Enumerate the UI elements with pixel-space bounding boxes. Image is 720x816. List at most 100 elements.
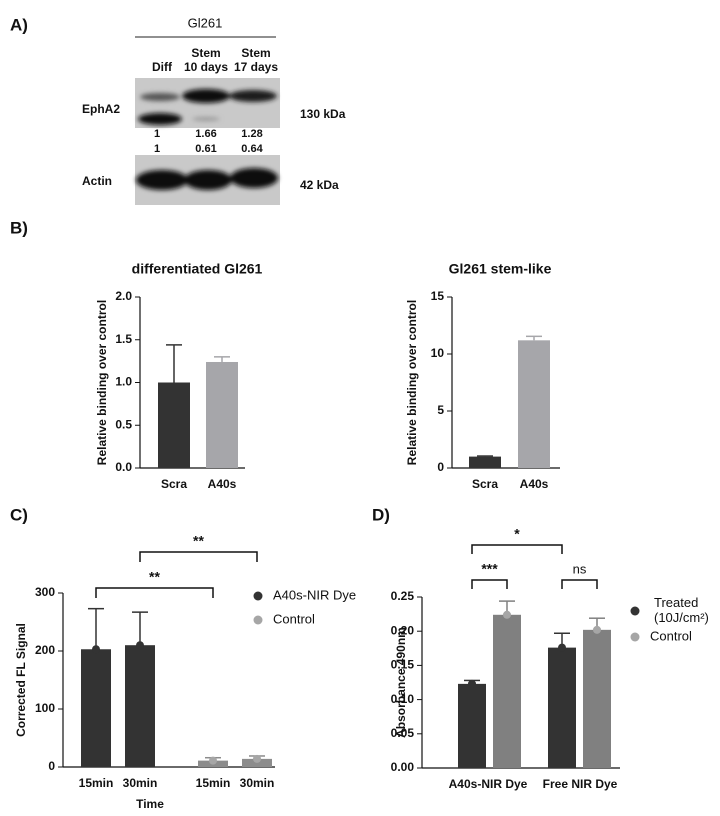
panel-label: A) (10, 15, 28, 34)
chart: 0 100 200 300 Corrected FL Signal Time 15min 30… (14, 533, 356, 811)
x-tick-label: A40s-NIR Dye (449, 777, 528, 791)
lane-label: Stem (191, 46, 220, 60)
panel-label: C) (10, 505, 28, 524)
quant-value: 0.61 (195, 143, 216, 155)
data-point (209, 756, 217, 765)
legend-label: Control (650, 628, 692, 643)
y-tick-label: 0.25 (391, 589, 415, 603)
bar (242, 758, 272, 767)
significance-label: *** (481, 561, 498, 577)
y-axis-label: Absorbance 490nm (394, 627, 408, 738)
y-tick-label: 1.5 (115, 332, 132, 346)
significance-bracket (95, 587, 214, 598)
bar (125, 645, 155, 767)
lane-label: Stem (241, 46, 270, 60)
significance-label: ns (573, 561, 587, 576)
quant-value: 0.64 (241, 143, 263, 155)
panel-label: B) (10, 218, 28, 237)
lane-label: Diff (152, 60, 173, 74)
chart: 0 5 10 15 Gl261 stem-like Relative binding ov… (405, 261, 560, 491)
y-tick-label: 1.0 (115, 375, 132, 389)
bar (548, 647, 576, 768)
legend-label: Treated (10J/cm²) (654, 595, 709, 625)
bar (493, 614, 521, 768)
legend-label: Control (273, 611, 315, 626)
y-tick-label: 0.05 (391, 726, 415, 740)
data-point (92, 645, 100, 654)
data-point (136, 641, 144, 650)
y-tick-label: 0.5 (115, 417, 132, 431)
y-tick-label: 0.10 (391, 692, 415, 706)
y-tick-label: 0.15 (391, 658, 415, 672)
bands (138, 89, 277, 125)
chart: 0.00 0.05 0.10 0.15 0.20 0.25 Absorbance 490nm… (391, 526, 709, 791)
legend-line: Treated (654, 595, 698, 610)
bar (158, 382, 190, 468)
data-point (558, 643, 566, 652)
significance-label: ** (193, 533, 204, 549)
x-tick-label: Scra (472, 477, 498, 491)
significance-bracket (471, 579, 508, 589)
bar (518, 340, 550, 468)
x-tick-label: Free NIR Dye (543, 777, 618, 791)
bar (81, 649, 111, 767)
y-tick-label: 300 (35, 585, 55, 599)
lane-label: 10 days (184, 60, 228, 74)
bar (206, 361, 238, 468)
y-tick-label: 0.20 (391, 623, 415, 637)
quant-value: 1.66 (195, 128, 216, 140)
panel-label: D) (372, 505, 390, 524)
y-tick-label: 10 (431, 346, 445, 360)
size-label: 42 kDa (300, 178, 339, 192)
significance-bracket (139, 551, 258, 562)
y-tick-label: 0.00 (391, 760, 415, 774)
quant-value: 1 (154, 128, 160, 140)
legend-line: (10J/cm²) (654, 610, 709, 625)
y-axis-label: Corrected FL Signal (14, 623, 28, 737)
x-tick-label: A40s (208, 477, 237, 491)
bar (469, 456, 501, 468)
y-tick-label: 0.0 (115, 460, 132, 474)
row-label: Actin (82, 174, 112, 188)
x-tick-label: 30min (240, 776, 275, 790)
y-tick-label: 200 (35, 643, 55, 657)
y-tick-label: 5 (437, 403, 444, 417)
y-axis-label: Relative binding over control (95, 300, 109, 465)
significance-label: * (514, 526, 520, 542)
x-tick-label: A40s (520, 477, 549, 491)
data-point (593, 625, 601, 634)
y-tick-label: 15 (431, 289, 445, 303)
significance-label: ** (149, 569, 160, 585)
y-tick-label: 100 (35, 701, 55, 715)
chart-title: differentiated Gl261 (132, 261, 263, 277)
data-point (468, 679, 476, 688)
x-axis-label: Time (136, 797, 164, 811)
significance-bracket (561, 579, 598, 589)
chart-title: Gl261 stem-like (449, 261, 552, 277)
legend-marker (253, 591, 263, 601)
legend-marker (630, 632, 640, 642)
y-tick-label: 0 (48, 759, 55, 773)
x-tick-label: 15min (196, 776, 231, 790)
row-label: EphA2 (82, 102, 120, 116)
bar (458, 683, 486, 768)
size-label: 130 kDa (300, 107, 346, 121)
bar (583, 629, 611, 768)
y-tick-label: 2.0 (115, 289, 132, 303)
legend-marker (253, 615, 263, 625)
x-tick-label: Scra (161, 477, 187, 491)
data-point (503, 610, 511, 619)
data-point (253, 754, 261, 763)
blot-title: Gl261 (188, 15, 223, 30)
x-tick-label: 15min (79, 776, 114, 790)
significance-bracket (471, 544, 563, 554)
bands (136, 168, 278, 190)
y-axis-label: Relative binding over control (405, 300, 419, 465)
lane-label: 17 days (234, 60, 278, 74)
x-tick-label: 30min (123, 776, 158, 790)
y-tick-label: 0 (437, 460, 444, 474)
legend-marker (630, 606, 640, 616)
quant-value: 1.28 (241, 128, 262, 140)
